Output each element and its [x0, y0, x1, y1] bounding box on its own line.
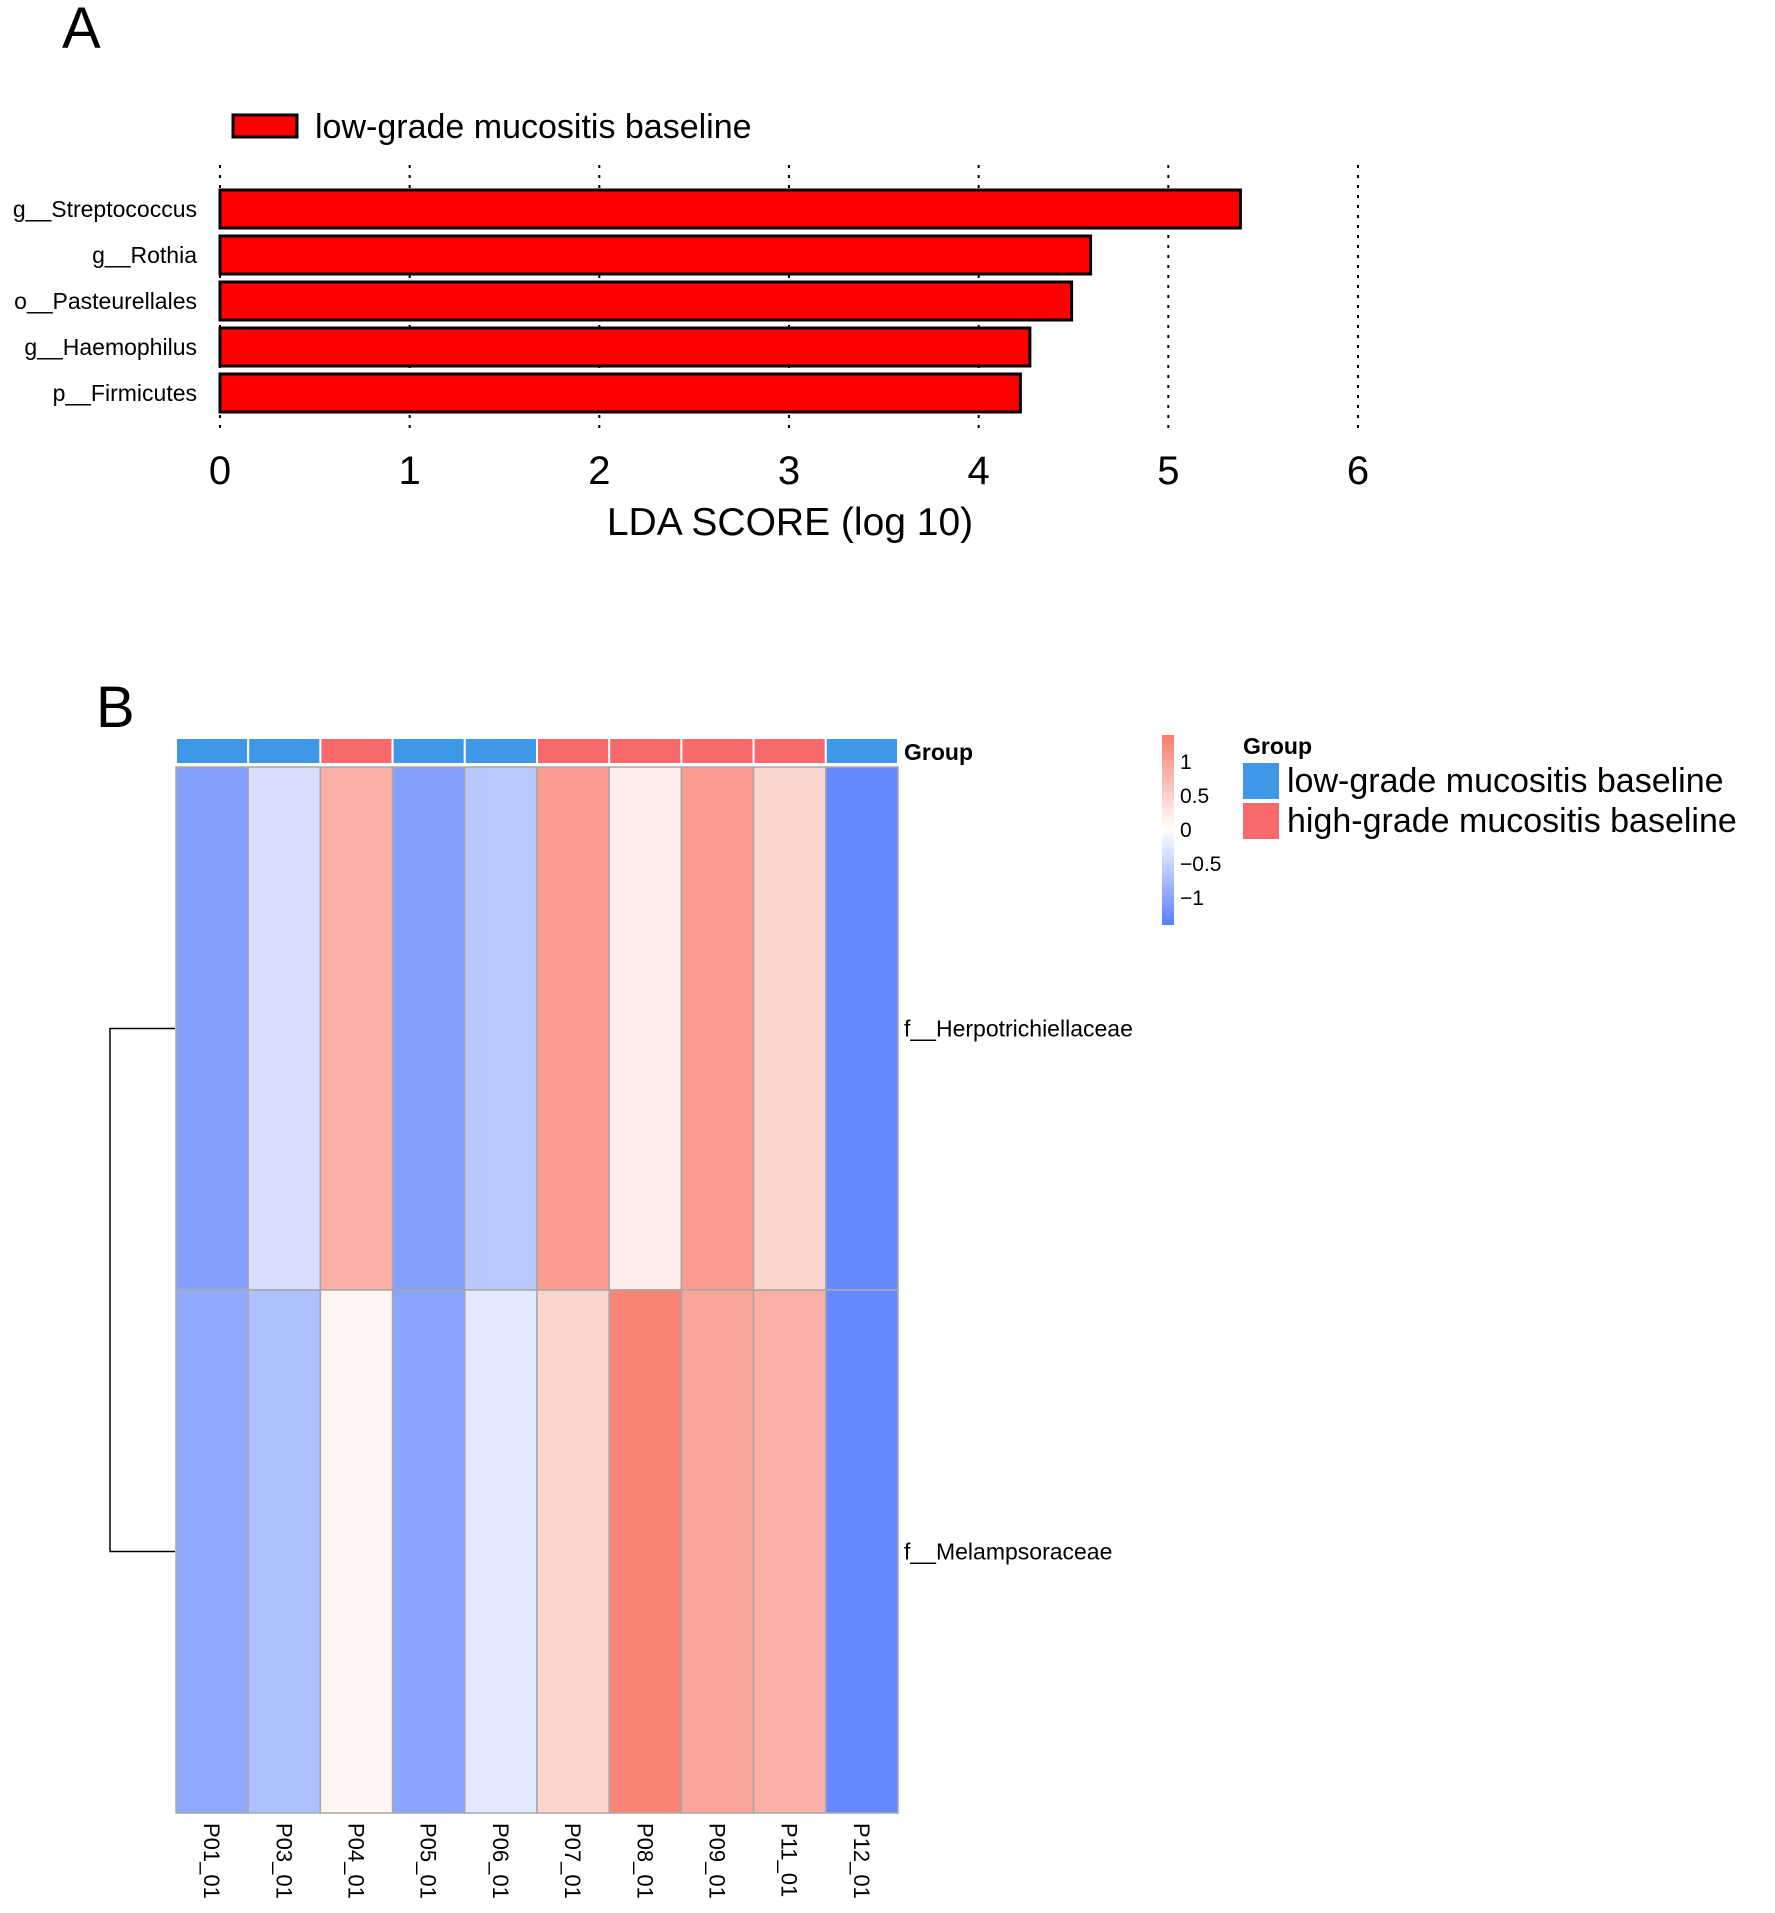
color-scale-tick-label: −1 — [1180, 887, 1204, 910]
heatmap-cell — [175, 766, 249, 1291]
group-annotation-cell — [608, 737, 683, 765]
row-label: f__Melampsoraceae — [904, 1539, 1112, 1565]
color-scale-tick-label: 0 — [1180, 819, 1192, 842]
column-label: P06_01 — [488, 1823, 513, 1899]
x-tick-label: 1 — [399, 449, 421, 493]
legend-label: low-grade mucositis baseline — [1287, 762, 1724, 800]
bar — [218, 188, 1242, 230]
group-annotation-cell — [824, 737, 899, 765]
heatmap-cell — [247, 766, 322, 1291]
column-label: P11_01 — [777, 1823, 802, 1897]
x-axis-label: LDA SCORE (log 10) — [607, 501, 973, 544]
heatmap-cell — [536, 1289, 610, 1814]
heatmap-cell — [464, 766, 538, 1291]
heatmap-cell — [608, 766, 683, 1291]
group-annotation-title: Group — [904, 739, 973, 765]
x-tick-label: 6 — [1347, 449, 1369, 493]
x-tick-label: 3 — [778, 449, 800, 493]
heatmap-cell — [319, 1289, 394, 1814]
group-annotation-cell — [752, 737, 827, 765]
heatmap-cell — [608, 1289, 683, 1814]
group-annotation-cell — [247, 737, 322, 765]
heatmap-cell — [825, 1289, 899, 1814]
column-label: P09_01 — [705, 1823, 730, 1899]
bar — [218, 280, 1074, 322]
legend-swatch — [1243, 763, 1279, 799]
heatmap-cell — [825, 766, 899, 1291]
lda-bar-chart: low-grade mucositis baseline g__Streptoco… — [13, 108, 1369, 544]
category-label: g__Rothia — [92, 242, 197, 268]
heatmap-cell — [752, 1289, 827, 1814]
color-scale-tick-label: 1 — [1180, 751, 1192, 774]
legend-swatch — [231, 113, 299, 139]
bar — [218, 234, 1093, 276]
heatmap-cell — [319, 766, 394, 1291]
column-label: P07_01 — [560, 1823, 585, 1899]
category-label: g__Streptococcus — [13, 196, 197, 222]
column-label: P01_01 — [199, 1823, 224, 1899]
legend-label: low-grade mucositis baseline — [315, 108, 752, 146]
group-annotation-cell — [536, 737, 611, 765]
heatmap-cell — [464, 1289, 538, 1814]
group-annotation-cell — [680, 737, 755, 765]
legend-title: Group — [1243, 733, 1312, 759]
category-label: g__Haemophilus — [24, 334, 197, 360]
bar — [218, 372, 1022, 414]
heatmap-cell — [391, 766, 466, 1291]
legend-label: high-grade mucositis baseline — [1287, 802, 1737, 840]
column-label: P05_01 — [416, 1823, 441, 1899]
group-annotation-cell — [463, 737, 538, 765]
heatmap-cell — [247, 1289, 322, 1814]
legend-swatch — [1243, 803, 1279, 839]
heatmap-cell — [680, 1289, 755, 1814]
bar — [218, 326, 1032, 368]
panel-label-a: A — [62, 0, 101, 61]
color-scale-tick-label: 0.5 — [1180, 785, 1209, 808]
group-annotation-cell — [175, 737, 250, 765]
column-label: P03_01 — [271, 1823, 296, 1899]
heatmap-cell — [536, 766, 610, 1291]
heatmap-cell — [391, 1289, 466, 1814]
x-tick-label: 5 — [1157, 449, 1179, 493]
group-annotation-cell — [391, 737, 466, 765]
column-label: P08_01 — [632, 1823, 657, 1899]
heatmap-chart: Group f__Herpotrichiellaceae f__Melampsora… — [109, 733, 1737, 1899]
column-label: P04_01 — [344, 1823, 369, 1899]
heatmap-cell — [680, 766, 755, 1291]
x-tick-label: 4 — [968, 449, 990, 493]
column-label: P12_01 — [849, 1823, 874, 1899]
group-annotation-cell — [319, 737, 394, 765]
row-label: f__Herpotrichiellaceae — [904, 1016, 1133, 1042]
heatmap-cell — [175, 1289, 249, 1814]
heatmap-cell — [752, 766, 827, 1291]
x-tick-label: 2 — [588, 449, 610, 493]
panel-label-b: B — [96, 675, 135, 740]
x-tick-label: 0 — [209, 449, 231, 493]
color-scale-bar — [1162, 735, 1174, 925]
row-dendrogram — [109, 1027, 175, 1553]
category-label: o__Pasteurellales — [14, 288, 197, 314]
color-scale-tick-label: −0.5 — [1180, 853, 1221, 876]
category-label: p__Firmicutes — [53, 380, 197, 406]
